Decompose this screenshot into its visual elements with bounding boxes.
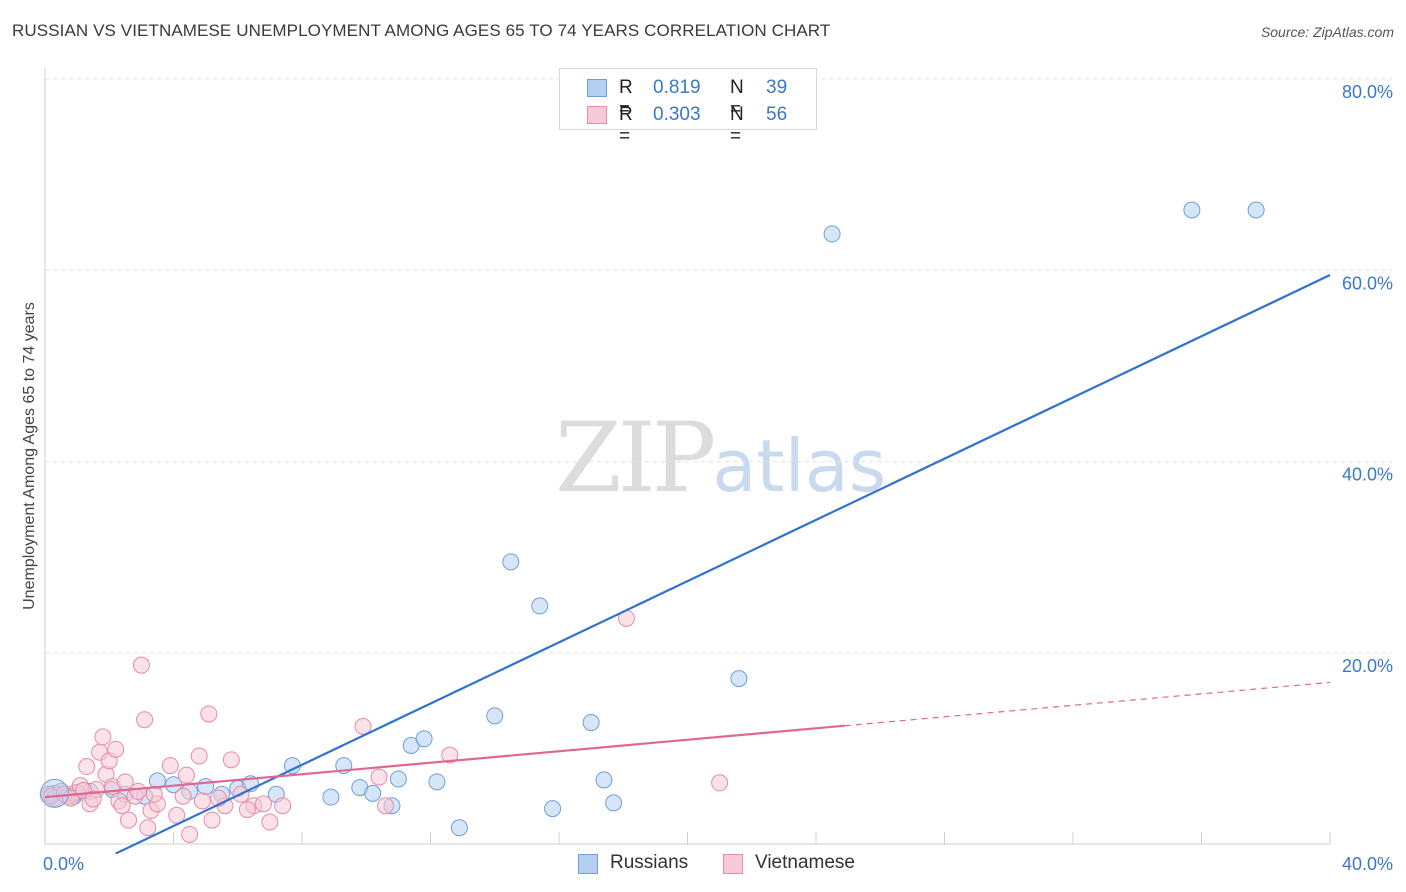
vietnamese-point bbox=[274, 797, 292, 815]
y-tick-label: 80.0% bbox=[1342, 82, 1393, 102]
y-tick-label: 40.0% bbox=[1342, 465, 1393, 485]
vietnamese-point bbox=[377, 797, 395, 815]
r-value: 0.819 bbox=[653, 77, 701, 98]
stats-box: R = 0.819 N = 39 R = 0.303 N = 56 bbox=[559, 68, 817, 147]
vietnamese-point bbox=[203, 811, 221, 829]
vietnamese-point bbox=[711, 774, 729, 792]
vietnamese-point bbox=[254, 795, 272, 813]
tick-labels: 20.0% 40.0% 60.0% 80.0% 0.0% 40.0% bbox=[43, 82, 1393, 874]
axes bbox=[44, 68, 1331, 845]
vietnamese-point bbox=[113, 797, 131, 815]
vietnamese-point bbox=[78, 758, 96, 776]
russians-point bbox=[1183, 201, 1201, 219]
vietnamese-point bbox=[441, 746, 459, 764]
russians-point bbox=[502, 553, 520, 571]
russians-point bbox=[582, 714, 600, 732]
r-label: R = bbox=[619, 104, 633, 147]
vietnamese-point bbox=[132, 656, 150, 674]
russians-point bbox=[415, 730, 433, 748]
y-tick-label: 20.0% bbox=[1342, 656, 1393, 676]
r-label: R = bbox=[619, 77, 633, 120]
russians-point bbox=[428, 773, 446, 791]
vietnamese-point bbox=[136, 711, 154, 729]
vietnamese-point bbox=[139, 819, 157, 837]
r-value: 0.303 bbox=[653, 104, 701, 125]
n-value: 39 bbox=[766, 77, 788, 98]
source-label: Source: ZipAtlas.com bbox=[1260, 24, 1394, 40]
vietnamese-point bbox=[84, 790, 102, 808]
vietnamese-swatch bbox=[587, 106, 607, 124]
vietnamese-point bbox=[107, 740, 125, 758]
russians-point bbox=[544, 800, 562, 818]
vietnamese-point bbox=[116, 773, 134, 791]
russians-swatch bbox=[587, 79, 607, 97]
n-label: N = bbox=[730, 77, 744, 120]
vietnamese-point bbox=[222, 751, 240, 769]
russians-point bbox=[595, 771, 613, 789]
russians-point bbox=[364, 784, 382, 802]
vietnamese-point bbox=[94, 728, 112, 746]
vietnamese-point bbox=[238, 801, 256, 819]
watermark-atlas: atlas bbox=[712, 424, 887, 508]
vietnamese-trend-line bbox=[44, 724, 846, 799]
vietnamese-point bbox=[370, 768, 388, 786]
n-label: N = bbox=[730, 104, 744, 147]
russians-point bbox=[40, 778, 70, 808]
russians-point bbox=[823, 225, 841, 243]
x-tick-label: 40.0% bbox=[1342, 854, 1393, 874]
vietnamese-point bbox=[174, 787, 192, 805]
russians-point bbox=[605, 794, 623, 812]
vietnamese-point bbox=[145, 785, 163, 803]
legend: Russians Vietnamese bbox=[0, 852, 1406, 878]
russians-legend-swatch bbox=[578, 854, 598, 874]
chart-title: RUSSIAN VS VIETNAMESE UNEMPLOYMENT AMONG… bbox=[12, 21, 831, 40]
russians-point bbox=[486, 707, 504, 725]
trend-lines bbox=[44, 274, 1331, 855]
russians-point bbox=[730, 670, 748, 688]
vietnamese-point bbox=[354, 717, 372, 735]
legend-label-vietnamese: Vietnamese bbox=[755, 852, 855, 873]
vietnamese-point bbox=[120, 811, 138, 829]
vietnamese-point bbox=[181, 825, 199, 843]
y-axis-label: Unemployment Among Ages 65 to 74 years bbox=[21, 302, 38, 610]
vietnamese-trend-line-dashed bbox=[844, 681, 1331, 727]
watermark-zip: ZIP bbox=[555, 402, 716, 514]
russians-trend-line bbox=[115, 274, 1331, 855]
vietnamese-point bbox=[193, 792, 211, 810]
vietnamese-legend-swatch bbox=[723, 854, 743, 874]
russians-point bbox=[389, 770, 407, 788]
russians-point bbox=[1247, 201, 1265, 219]
vietnamese-point bbox=[200, 705, 218, 723]
y-tick-label: 60.0% bbox=[1342, 273, 1393, 293]
legend-label-russians: Russians bbox=[610, 852, 689, 873]
vietnamese-point bbox=[177, 766, 195, 784]
n-value: 56 bbox=[766, 104, 788, 125]
watermark: ZIPatlas bbox=[555, 402, 886, 514]
russians-point bbox=[322, 788, 340, 806]
russians-point bbox=[531, 597, 549, 615]
russians-point bbox=[197, 778, 215, 796]
vietnamese-point bbox=[161, 757, 179, 775]
vietnamese-point bbox=[190, 747, 208, 765]
data-points bbox=[39, 201, 1265, 843]
russians-point bbox=[450, 819, 468, 837]
x-tick-label: 0.0% bbox=[43, 854, 84, 874]
vietnamese-point bbox=[261, 813, 279, 831]
